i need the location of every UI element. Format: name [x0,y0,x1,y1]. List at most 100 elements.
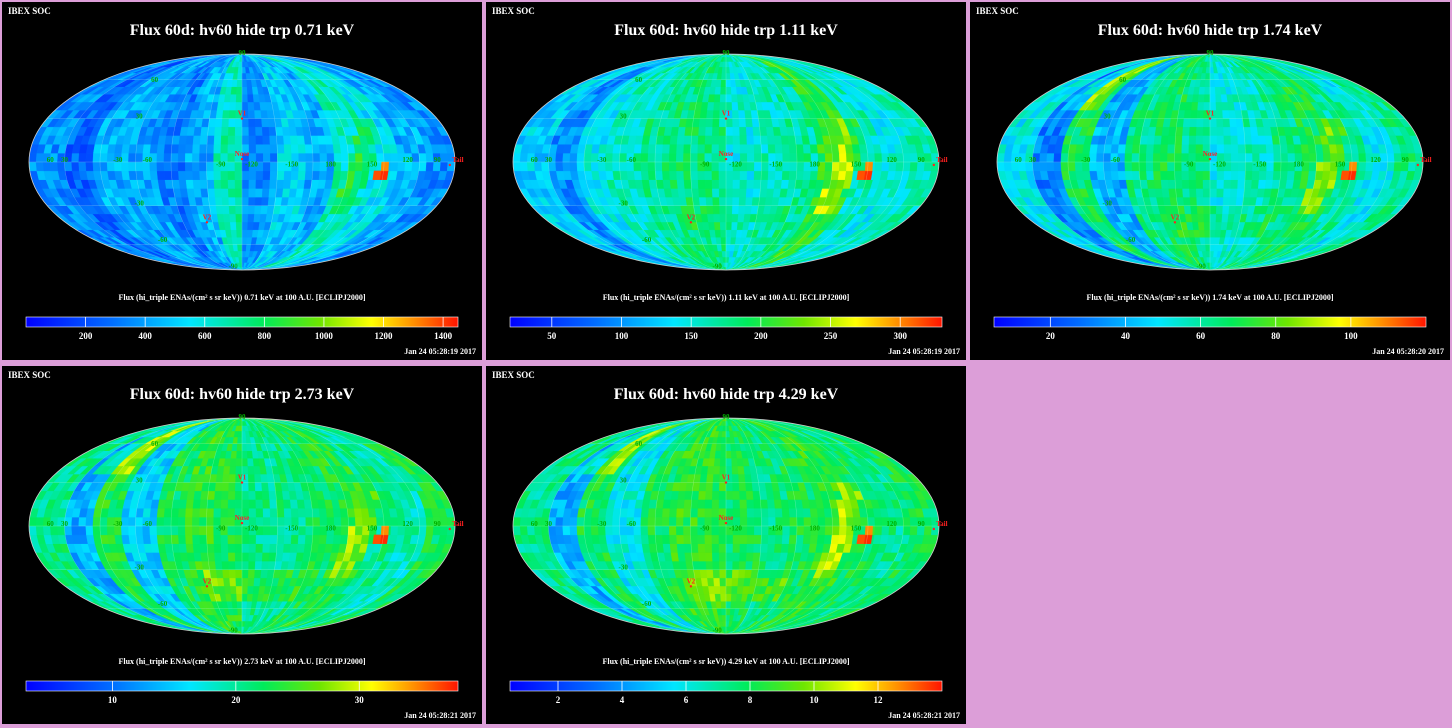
tail-marker-label: Tail [452,156,463,164]
tail-marker-label: Tail [936,156,947,164]
heatmap-cell [1229,126,1238,136]
heatmap-cell [598,170,608,180]
heatmap-cell [241,221,249,230]
heatmap-cell [1181,170,1190,180]
heatmap-cell [1209,179,1218,189]
heatmap-cell [1153,170,1162,180]
colorbar-title: Flux (hi_triple ENAs/(cm² s sr keV)) 0.7… [118,293,366,302]
heatmap-cell [605,161,613,172]
heatmap-cell [1174,170,1183,180]
heatmap-cell [304,144,313,154]
heatmap-cell [170,152,179,163]
heatmap-cell [1251,170,1260,180]
heatmap-cell [283,144,292,154]
heatmap-cell [1183,205,1192,215]
heatmap-cell [163,161,172,172]
heatmap-cell [1209,188,1218,198]
heatmap-cell [227,179,236,189]
heatmap-cell [759,188,768,198]
heatmap-cell [1161,126,1170,136]
lat-grid-label: -30 [134,200,144,208]
heatmap-cell [186,188,196,198]
heatmap-cell [208,118,217,128]
heatmap-cell [231,79,238,87]
heatmap-cell [738,196,747,206]
heatmap-cell [1236,188,1245,198]
nose-marker-label: Nose [235,150,249,158]
lat-grid-label: 30 [620,112,628,120]
heatmap-cell [1222,196,1231,206]
heatmap-cell [1196,118,1204,128]
heatmap-cell [206,179,215,189]
heatmap-cell [1379,152,1388,163]
lat-grid-label: 90 [239,49,247,57]
heatmap-cell [773,135,783,145]
heatmap-cell [1244,144,1253,154]
heatmap-cell [1204,237,1211,245]
heatmap-cell [737,213,745,223]
heatmap-cell [683,179,692,189]
lon-grid-label: -90 [700,160,710,168]
heatmap-cell [241,79,248,87]
heatmap-cell [690,135,699,145]
heatmap-cell [669,135,679,145]
heatmap-cell [186,126,196,136]
heatmap-cell [185,170,194,180]
heatmap-cell [720,79,727,87]
heatmap-cell [1197,101,1205,111]
lon-grid-label: -60 [627,156,637,164]
heatmap-cell [312,152,321,163]
heatmap-cell [234,170,243,180]
heatmap-cell [1237,179,1246,189]
heatmap-cell [1183,109,1192,119]
heatmap-cell [221,196,230,206]
lat-grid-label: -90 [228,262,238,270]
heatmap-cell [780,179,790,189]
lat-grid-label: 60 [635,76,643,84]
heatmap-cell [705,118,714,128]
heatmap-cell [713,221,721,230]
heatmap-cell [1209,135,1218,145]
heatmap-cell [760,135,769,145]
heatmap-cell [290,170,299,180]
heatmap-cell [121,152,129,163]
heatmap-cell [802,170,812,180]
heatmap-cell [1124,161,1133,172]
heatmap-cell [221,118,230,128]
heatmap-cell [1190,109,1198,119]
heatmap-cell [263,152,271,163]
heatmap-cell [725,205,733,215]
heatmap-cell [739,170,748,180]
heatmap-cell [261,188,270,198]
heatmap-cell [206,144,215,154]
heatmap-cell [213,179,222,189]
heatmap-cell [255,179,264,189]
heatmap-cell [711,170,720,180]
heatmap-cell [668,161,677,172]
heatmap-cell [1202,135,1211,145]
heatmap-cell [760,170,769,180]
heatmap-cell [149,144,159,154]
heatmap-cell [767,179,776,189]
heatmap-cell [739,126,747,136]
heatmap-cell [719,205,727,215]
heatmap-cell [221,188,229,198]
heatmap-cell [1315,152,1324,163]
heatmap-cell [795,170,805,180]
heatmap-cell [215,109,224,119]
heatmap-cell [156,152,165,163]
heatmap-cell [1265,144,1274,154]
heatmap-cell [225,86,233,95]
heatmap-cell [1308,152,1317,163]
heatmap-cell [714,229,722,238]
heatmap-cell [276,179,285,189]
heatmap-cell [254,205,262,215]
heatmap-cell [709,229,717,238]
heatmap-cell [241,244,247,252]
heatmap-cell [1216,144,1225,154]
heatmap-cell [711,179,720,189]
heatmap-cell [223,213,231,223]
heatmap-cell [222,205,230,215]
heatmap-cell [283,135,292,145]
heatmap-cell [1181,144,1190,154]
